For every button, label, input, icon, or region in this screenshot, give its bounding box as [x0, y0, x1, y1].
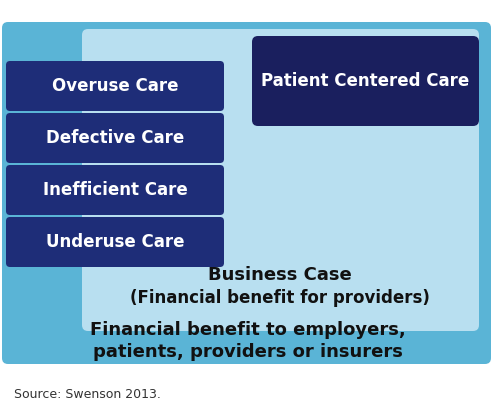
FancyBboxPatch shape: [6, 217, 224, 267]
Text: Defective Care: Defective Care: [46, 129, 184, 147]
Text: (Financial benefit for providers): (Financial benefit for providers): [130, 289, 430, 307]
FancyBboxPatch shape: [252, 36, 479, 126]
FancyBboxPatch shape: [2, 22, 491, 364]
Text: Overuse Care: Overuse Care: [52, 77, 178, 95]
Text: Underuse Care: Underuse Care: [46, 233, 184, 251]
Text: patients, providers or insurers: patients, providers or insurers: [93, 343, 403, 361]
Text: Financial benefit to employers,: Financial benefit to employers,: [90, 321, 406, 339]
FancyBboxPatch shape: [82, 29, 479, 331]
Text: Inefficient Care: Inefficient Care: [43, 181, 187, 199]
Text: Business Case: Business Case: [208, 266, 352, 284]
FancyBboxPatch shape: [6, 61, 224, 111]
FancyBboxPatch shape: [6, 165, 224, 215]
FancyBboxPatch shape: [6, 113, 224, 163]
Text: Source: Swenson 2013.: Source: Swenson 2013.: [14, 389, 161, 402]
Text: Patient Centered Care: Patient Centered Care: [261, 72, 470, 90]
